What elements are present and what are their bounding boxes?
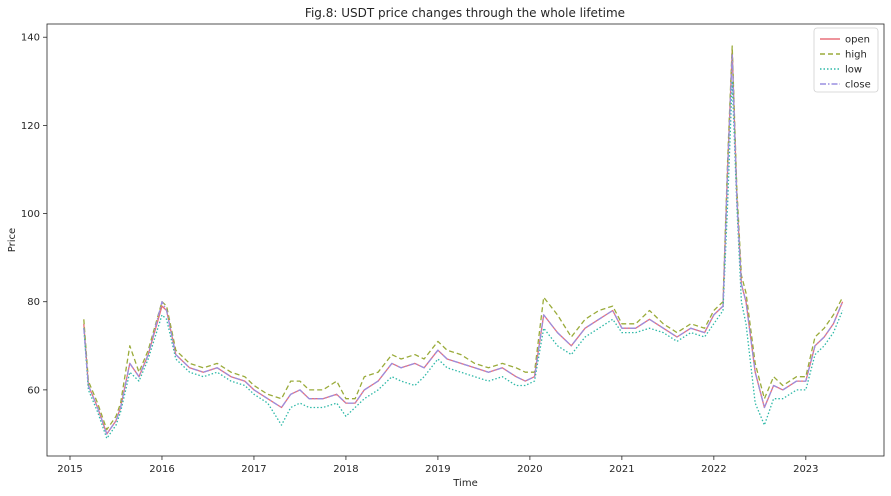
legend-label-low: low (845, 65, 862, 76)
y-tick-label: 140 (21, 33, 40, 44)
series-layer (83, 45, 844, 440)
plot-frame (46, 23, 885, 457)
y-tick-label: 120 (21, 121, 40, 132)
x-tick-label: 2020 (517, 464, 542, 475)
y-axis-label: Price (7, 228, 18, 252)
x-tick-label: 2022 (701, 464, 726, 475)
x-axis: 2015 2016 2017 2018 2019 2020 2021 2022 2023 (57, 456, 819, 475)
x-tick-label: 2023 (793, 464, 818, 475)
legend: open high low close (813, 27, 879, 93)
legend-label-close: close (845, 80, 871, 91)
series-line-close (83, 54, 844, 435)
series-line-high (83, 45, 844, 431)
x-tick-label: 2016 (149, 464, 174, 475)
legend-box (813, 27, 879, 93)
chart-title: Fig.8: USDT price changes through the wh… (305, 6, 625, 20)
x-axis-label: Time (452, 478, 477, 489)
legend-label-high: high (845, 50, 867, 61)
y-axis: 60 80 100 120 140 (21, 33, 47, 396)
y-tick-label: 60 (27, 385, 40, 396)
x-tick-label: 2017 (241, 464, 266, 475)
x-tick-label: 2021 (609, 464, 634, 475)
y-tick-label: 80 (27, 297, 40, 308)
y-tick-label: 100 (21, 209, 40, 220)
legend-label-open: open (845, 35, 870, 46)
x-tick-label: 2015 (57, 464, 82, 475)
x-tick-label: 2018 (333, 464, 358, 475)
x-tick-label: 2019 (425, 464, 450, 475)
